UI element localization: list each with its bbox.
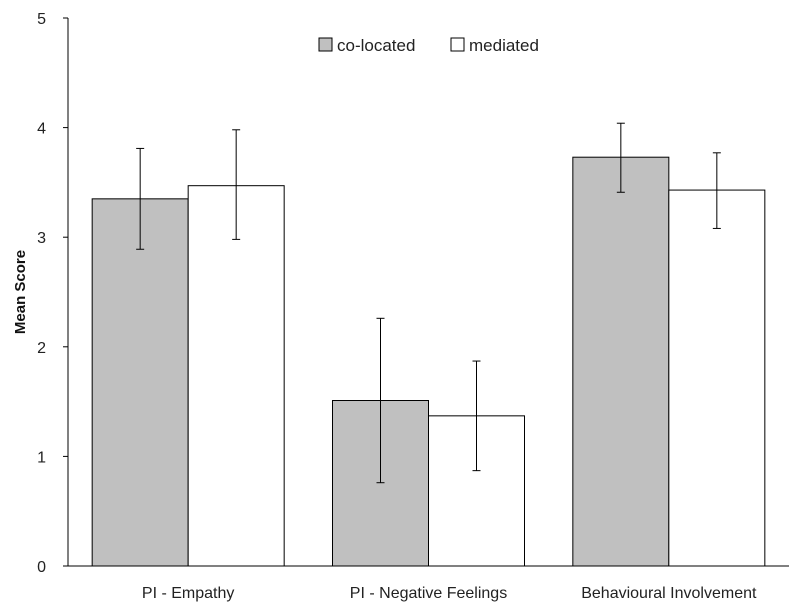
y-tick-label: 2 [37, 340, 46, 357]
bar-co-located-1 [91, 198, 189, 567]
legend-swatch-co-located [318, 37, 333, 52]
bar-co-located-3 [572, 156, 670, 567]
x-tick-label: Behavioural Involvement [581, 585, 757, 602]
y-tick-label: 5 [37, 11, 46, 28]
legend-label-co-located: co-located [337, 36, 415, 55]
y-axis-title: Mean Score [12, 250, 29, 334]
x-tick-label: PI - Empathy [142, 585, 234, 602]
y-tick-label: 3 [37, 230, 46, 247]
y-tick-label: 0 [37, 559, 46, 576]
legend-swatch-mediated [450, 37, 465, 52]
plot-area: PI - Empathy PI - Negative Feelings Behavi… [37, 11, 789, 602]
bar-mediated-3 [668, 189, 766, 567]
bar-mediated-1 [187, 185, 285, 567]
legend-label-mediated: mediated [469, 36, 539, 55]
x-tick-label: PI - Negative Feelings [350, 585, 507, 602]
y-tick-label: 1 [37, 449, 46, 466]
legend: co-located mediated [318, 36, 539, 55]
y-tick-label: 4 [37, 121, 46, 138]
